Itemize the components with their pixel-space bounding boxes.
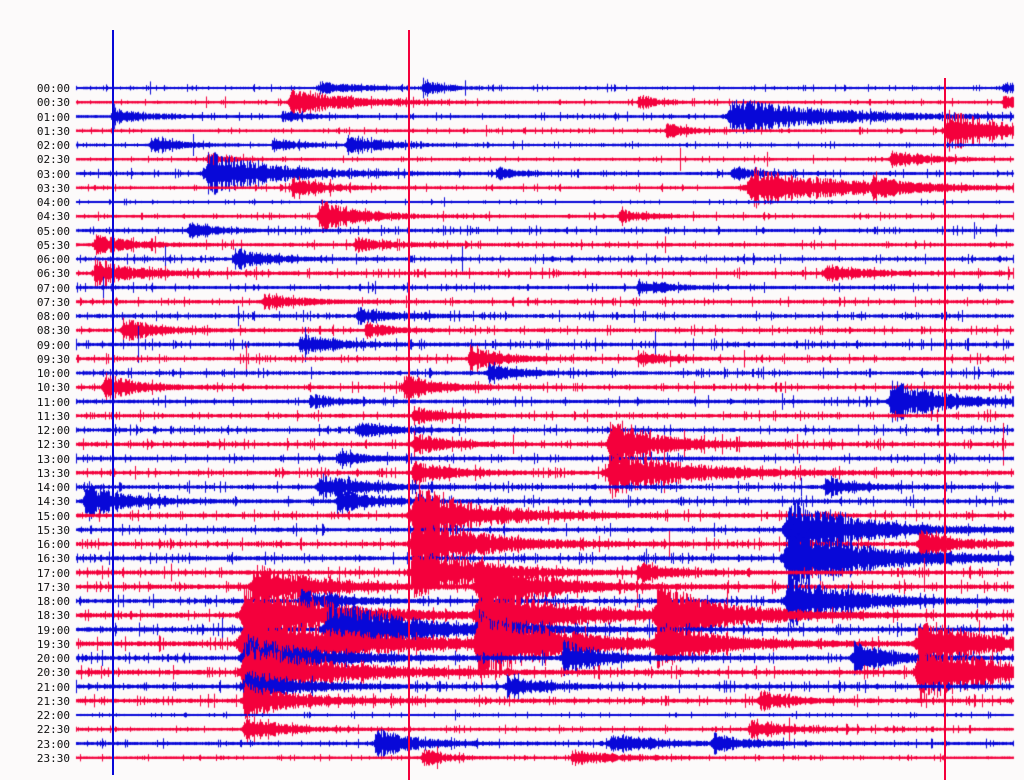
time-label: 04:30	[36, 210, 70, 224]
time-label: 08:00	[36, 310, 70, 323]
time-label: 19:00	[36, 623, 70, 637]
time-label: 11:00	[36, 395, 70, 409]
time-label: 09:30	[36, 352, 70, 366]
time-label: 13:30	[36, 466, 70, 480]
time-label: 20:00	[36, 652, 70, 665]
time-label: 18:30	[36, 609, 70, 623]
time-label: 04:00	[36, 196, 70, 209]
time-label: 12:30	[36, 438, 70, 452]
time-label: 01:30	[36, 124, 70, 138]
time-label: 16:30	[36, 552, 70, 566]
time-label: 17:00	[36, 566, 70, 580]
time-label: 06:30	[36, 267, 70, 281]
time-label: 07:00	[36, 281, 70, 295]
time-label: 12:00	[36, 424, 70, 437]
time-label: 19:30	[36, 637, 70, 651]
time-axis-labels: 00:00 00:30 01:00 01:30 02:00 02:30 03:00 03:30…	[0, 0, 76, 780]
time-label: 06:00	[36, 253, 70, 266]
time-label: 11:30	[36, 409, 70, 423]
marker-red-right-line	[944, 78, 946, 780]
time-label: 05:00	[36, 224, 70, 238]
time-label: 05:30	[36, 238, 70, 252]
time-label: 02:00	[36, 139, 70, 152]
time-label: 10:00	[36, 367, 70, 380]
time-label: 14:30	[36, 495, 70, 509]
time-label: 21:30	[36, 694, 70, 708]
time-label: 17:30	[36, 580, 70, 594]
time-label: 01:00	[36, 110, 70, 124]
marker-blue-line	[112, 30, 114, 775]
time-label: 13:00	[36, 452, 70, 466]
time-label: 10:30	[36, 381, 70, 395]
time-label: 09:00	[36, 338, 70, 352]
time-label: 03:00	[36, 167, 70, 181]
time-label: 07:30	[36, 295, 70, 309]
time-label: 22:00	[36, 709, 70, 722]
marker-red-left-line	[408, 30, 410, 780]
time-label: 21:00	[36, 680, 70, 694]
time-label: 03:30	[36, 181, 70, 195]
time-label: 00:30	[36, 96, 70, 110]
time-label: 16:00	[36, 538, 70, 551]
time-label: 22:30	[36, 723, 70, 737]
time-label: 00:00	[36, 82, 70, 95]
time-label: 23:00	[36, 737, 70, 751]
time-label: 18:00	[36, 595, 70, 608]
time-label: 14:00	[36, 481, 70, 494]
time-label: 08:30	[36, 324, 70, 338]
time-label: 02:30	[36, 153, 70, 167]
time-label: 20:30	[36, 666, 70, 680]
time-label: 23:30	[36, 751, 70, 765]
time-label: 15:30	[36, 523, 70, 537]
time-label: 15:00	[36, 509, 70, 523]
